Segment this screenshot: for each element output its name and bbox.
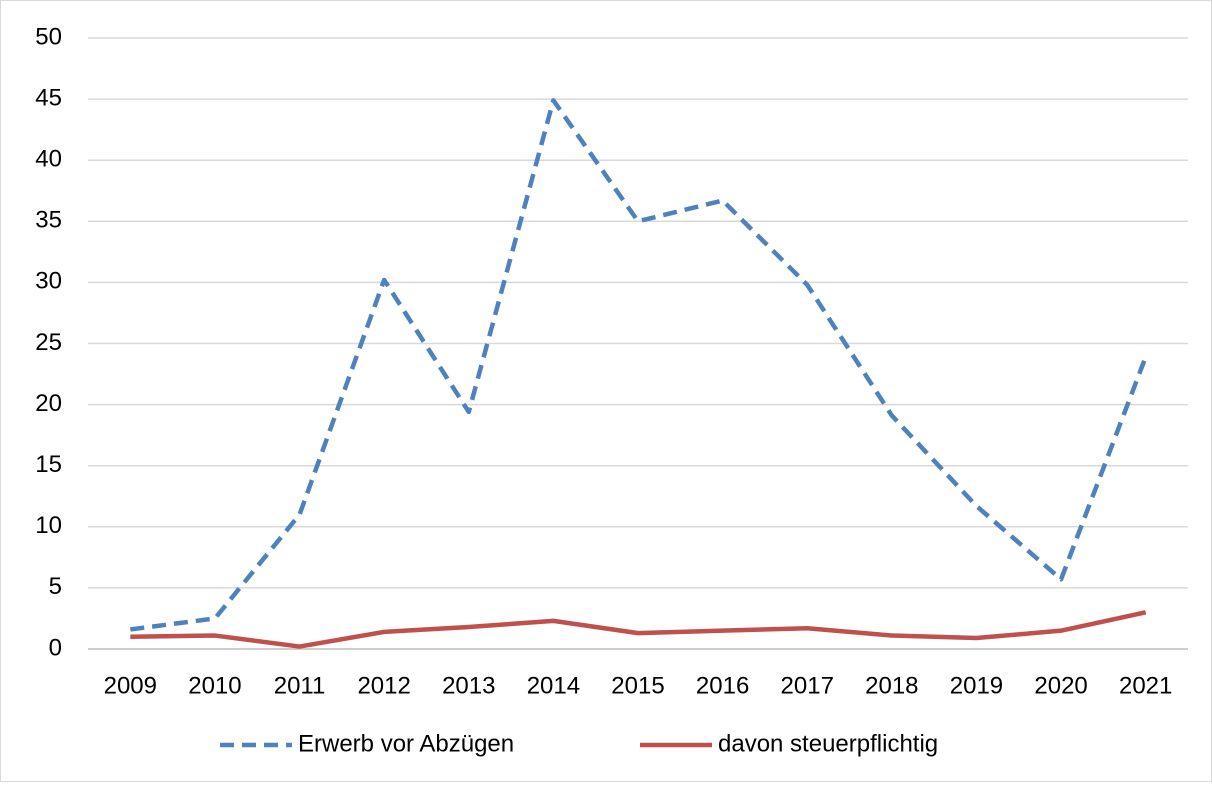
x-tick-label: 2010 (188, 672, 241, 699)
series-line (130, 610, 1147, 649)
x-tick-label: 2019 (950, 672, 1003, 699)
x-tick-label: 2013 (442, 672, 495, 699)
y-tick-label: 25 (35, 329, 62, 356)
x-tick-label: 2016 (696, 672, 749, 699)
x-tick-label: 2020 (1034, 672, 1087, 699)
y-tick-label: 50 (35, 23, 62, 50)
x-tick-label: 2017 (781, 672, 834, 699)
y-tick-label: 5 (49, 573, 62, 600)
y-tick-label: 0 (49, 634, 62, 661)
y-tick-label: 45 (35, 84, 62, 111)
x-tick-label: 2014 (527, 672, 580, 699)
y-tick-label: 35 (35, 207, 62, 234)
x-tick-label: 2009 (104, 672, 157, 699)
legend-label: Erwerb vor Abzügen (298, 730, 514, 757)
x-tick-label: 2021 (1119, 672, 1172, 699)
x-tick-label: 2011 (274, 672, 326, 699)
x-tick-label: 2015 (611, 672, 664, 699)
x-tick-label: 2018 (865, 672, 918, 699)
legend-label: davon steuerpflichtig (718, 730, 938, 757)
y-tick-label: 40 (35, 146, 62, 173)
y-tick-label: 15 (35, 451, 62, 478)
y-tick-label: 30 (35, 268, 62, 295)
y-tick-label: 10 (35, 512, 62, 539)
x-tick-label: 2012 (357, 672, 410, 699)
y-tick-label: 20 (35, 390, 62, 417)
